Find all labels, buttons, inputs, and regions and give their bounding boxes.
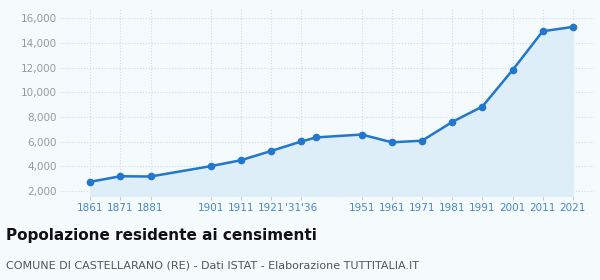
Text: COMUNE DI CASTELLARANO (RE) - Dati ISTAT - Elaborazione TUTTITALIA.IT: COMUNE DI CASTELLARANO (RE) - Dati ISTAT… [6,260,419,270]
Text: Popolazione residente ai censimenti: Popolazione residente ai censimenti [6,228,317,243]
